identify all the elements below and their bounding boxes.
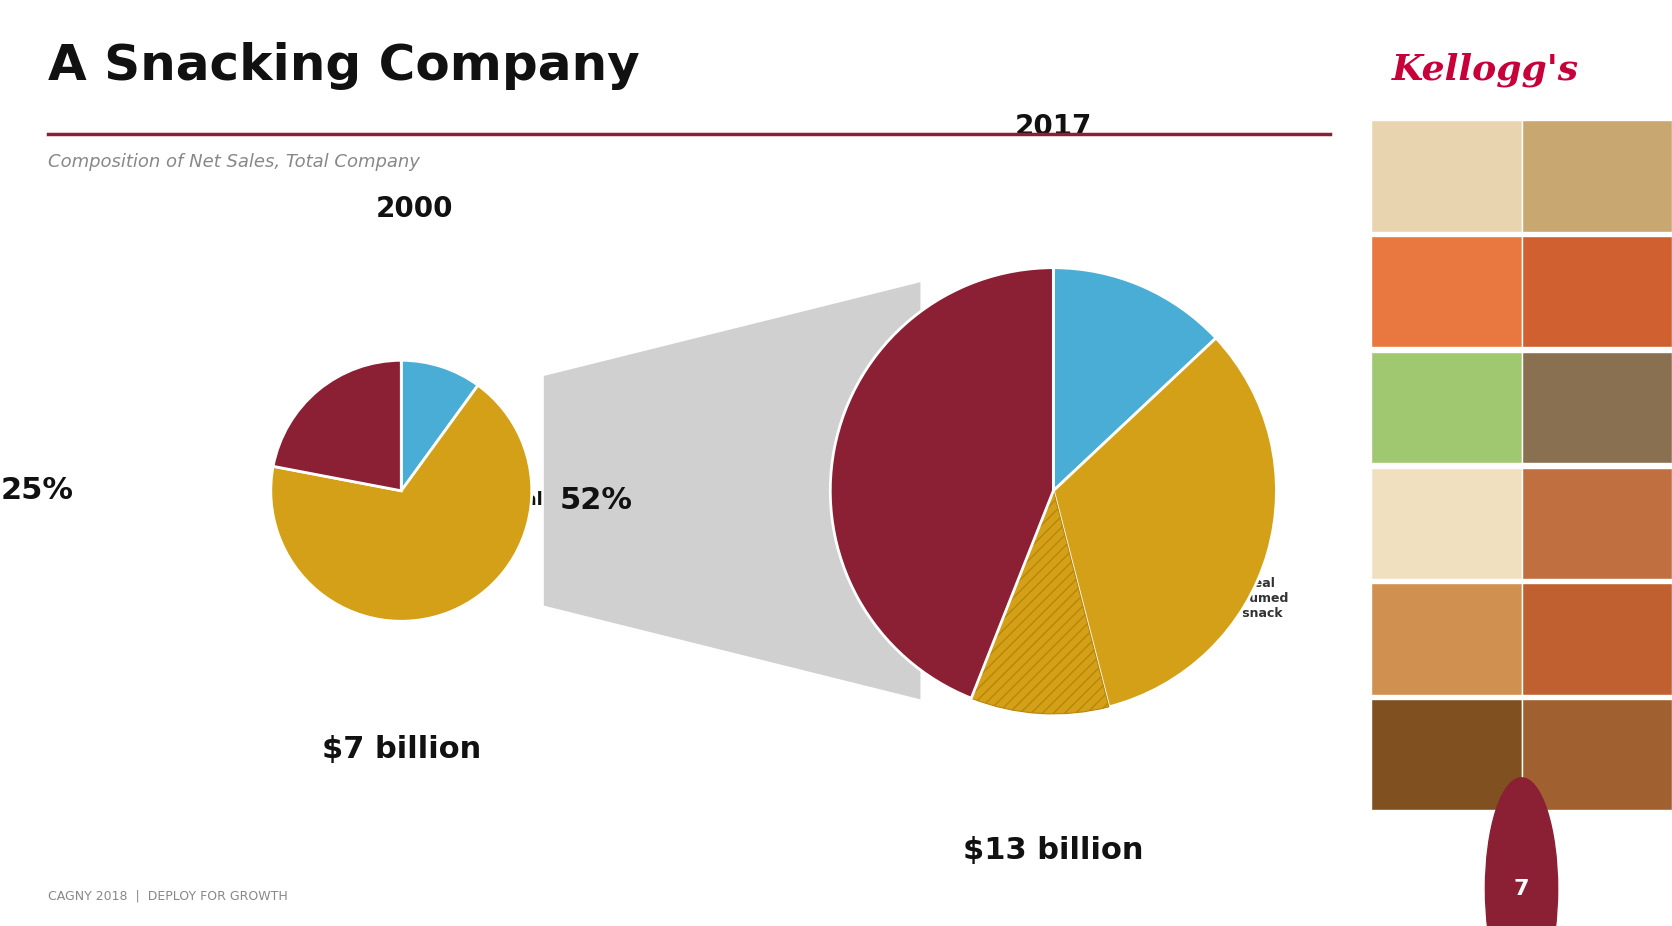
Text: 52%: 52% [560,485,634,515]
FancyBboxPatch shape [1371,468,1522,579]
Text: Kellogg's: Kellogg's [1391,52,1578,87]
Text: Cereal: Cereal [1175,495,1251,516]
Text: 25%: 25% [0,476,74,506]
Text: Snacks: Snacks [901,461,983,482]
FancyBboxPatch shape [1522,120,1672,232]
Text: Composition of Net Sales, Total Company: Composition of Net Sales, Total Company [48,153,420,170]
Wedge shape [271,385,532,621]
Text: Cereal
consumed
as snack: Cereal consumed as snack [1217,577,1289,620]
FancyBboxPatch shape [1371,699,1522,810]
FancyBboxPatch shape [1371,120,1522,232]
Text: CAGNY 2018  |  DEPLOY FOR GROWTH: CAGNY 2018 | DEPLOY FOR GROWTH [48,890,288,903]
Wedge shape [273,360,401,491]
Text: 2000: 2000 [376,195,453,223]
Text: 2017: 2017 [1015,113,1092,141]
Text: $13 billion: $13 billion [963,836,1144,865]
FancyBboxPatch shape [1522,583,1672,694]
Wedge shape [831,268,1053,698]
Wedge shape [401,360,478,491]
Wedge shape [1053,268,1216,491]
Wedge shape [1053,338,1276,707]
FancyBboxPatch shape [1522,236,1672,347]
Text: Frozen/
Other: Frozen/ Other [391,380,436,401]
Text: $7 billion: $7 billion [321,734,482,764]
Wedge shape [971,491,1109,714]
Text: A Snacking Company: A Snacking Company [48,42,640,90]
Polygon shape [543,282,920,699]
Circle shape [1485,778,1558,926]
FancyBboxPatch shape [1371,583,1522,694]
Text: Frozen/
Other: Frozen/ Other [1104,308,1162,339]
FancyBboxPatch shape [1522,352,1672,463]
FancyBboxPatch shape [1522,699,1672,810]
FancyBboxPatch shape [1522,468,1672,579]
Text: 7: 7 [1513,879,1530,899]
Text: Cereal: Cereal [478,491,542,509]
FancyBboxPatch shape [1371,236,1522,347]
Text: Snacks: Snacks [288,456,359,474]
FancyBboxPatch shape [1371,352,1522,463]
